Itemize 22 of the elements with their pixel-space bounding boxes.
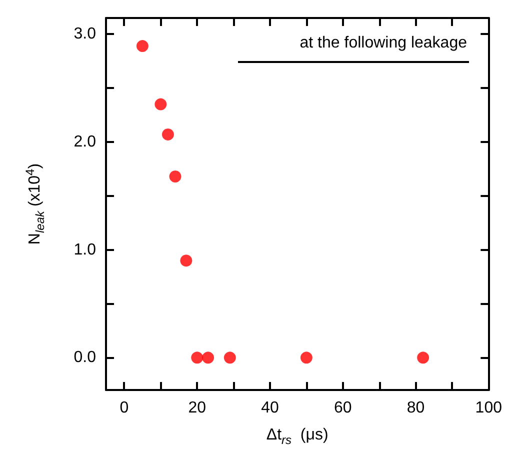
point bbox=[417, 352, 430, 364]
point bbox=[191, 352, 204, 364]
x-tick-label: 0 bbox=[120, 400, 129, 416]
y-axis-title: Nleak (x104) bbox=[23, 163, 47, 245]
x-tick-label: 40 bbox=[261, 400, 279, 416]
x-tick-label: 100 bbox=[475, 400, 502, 416]
point bbox=[154, 98, 167, 110]
y-tick-label: 2.0 bbox=[74, 134, 96, 150]
point bbox=[180, 254, 192, 267]
x-tick-label: 60 bbox=[334, 400, 352, 416]
x-tick-label: 80 bbox=[406, 400, 425, 416]
point bbox=[136, 40, 148, 52]
point bbox=[300, 352, 312, 364]
point bbox=[224, 352, 236, 364]
point bbox=[162, 128, 174, 140]
x-tick-label: 20 bbox=[188, 400, 206, 416]
y-tick-label: 1.0 bbox=[74, 241, 96, 258]
point bbox=[169, 170, 182, 182]
annotation: at the following leakage bbox=[300, 34, 468, 52]
y-tick-label: 0.0 bbox=[74, 349, 96, 366]
point bbox=[202, 352, 214, 364]
y-tick-label: 3.0 bbox=[74, 26, 96, 43]
